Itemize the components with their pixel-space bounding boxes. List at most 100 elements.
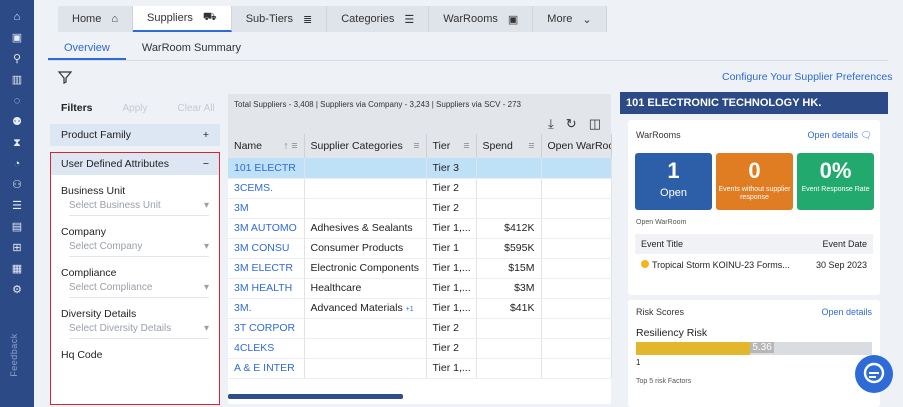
hourglass-icon[interactable]: ⧗ [13, 137, 21, 149]
menu-icon[interactable]: ≡ [413, 140, 420, 152]
table-cell[interactable]: A & E INTER [228, 358, 305, 379]
table-row[interactable]: 3T CORPOR Tier 2 [228, 318, 612, 339]
tab-overview[interactable]: Overview [48, 38, 126, 60]
columns-icon[interactable]: ◫ [588, 116, 601, 131]
table-row[interactable]: A & E INTER Tier 1,... [228, 358, 612, 379]
table-cell: Consumer Products [304, 238, 427, 259]
table-cell[interactable]: 3M HEALTH [228, 278, 305, 299]
risk-open-details-link[interactable]: Open details [821, 307, 872, 317]
buildings-icon[interactable]: ▥ [11, 74, 23, 86]
refresh-icon[interactable]: ↻ [565, 116, 577, 131]
table-cell: Tier 2 [426, 338, 477, 359]
tab-suppliers[interactable]: Suppliers ⛟ [133, 6, 232, 32]
table-cell[interactable]: 3T CORPOR [228, 318, 305, 339]
open-details-link[interactable]: Open details 🗨 [807, 130, 873, 140]
people-icon[interactable]: ⚇ [12, 179, 22, 191]
filters-title: Filters [61, 102, 93, 114]
table-cell[interactable]: 3M [228, 198, 305, 219]
table-cell[interactable]: 3M ELECTR [228, 258, 305, 279]
table-row[interactable]: 3M ELECTR Electronic Components Tier 1,...… [228, 258, 612, 279]
more-tag[interactable]: +1 [405, 306, 414, 313]
horizontal-scrollbar[interactable] [228, 394, 403, 399]
caret-down-icon: ▾ [203, 200, 209, 211]
filter-icon[interactable] [57, 69, 73, 85]
menu-icon[interactable]: ≡ [528, 140, 535, 152]
menu-icon[interactable]: ≡ [463, 140, 470, 152]
tab-sub-tiers[interactable]: Sub-Tiers ≣ [232, 6, 328, 32]
gauge-icon[interactable]: ◔ [13, 158, 21, 170]
apply-button[interactable]: Apply [122, 102, 148, 114]
feedback-tab[interactable]: Feedback [8, 333, 19, 377]
chat-add-icon[interactable]: 🗨 [860, 130, 872, 140]
table-cell[interactable]: 4CLEKS [228, 338, 305, 359]
calendar-icon: ▣ [507, 13, 519, 26]
table-cell[interactable]: 3CEMS. [228, 178, 305, 199]
table-row[interactable]: 3M Tier 2 [228, 198, 612, 219]
configure-preferences-link[interactable]: Configure Your Supplier Preferences [722, 71, 893, 83]
sort-menu-icon[interactable]: ↑ ≡ [283, 140, 298, 152]
field-select[interactable]: Select Diversity Details ▾ [69, 323, 209, 339]
product-family-section[interactable]: Product Family + [50, 124, 220, 146]
table-cell [304, 158, 427, 179]
warroom-tile[interactable]: 0 Events without supplier response [716, 153, 793, 210]
search-people-icon[interactable]: ⚉ [12, 116, 22, 128]
minus-icon[interactable]: − [202, 158, 209, 170]
column-header[interactable]: Open WarRoo [541, 134, 612, 158]
column-header[interactable]: Spend ≡ [476, 134, 542, 158]
tab-categories[interactable]: Categories ☰ [327, 6, 430, 32]
table-cell [541, 278, 612, 299]
tab-warroom-summary[interactable]: WarRoom Summary [141, 42, 242, 54]
resiliency-score: 5.36 [750, 342, 774, 353]
field-label: Hq Code [61, 349, 103, 361]
home-icon[interactable]: ⌂ [13, 11, 21, 23]
tab-warrooms[interactable]: WarRooms ▣ [429, 6, 534, 32]
table-cell[interactable]: 3M. [228, 298, 305, 319]
clipboard-icon[interactable]: ▤ [11, 221, 23, 233]
table-cell: Adhesives & Sealants [304, 218, 427, 239]
tab-label: More [547, 13, 573, 25]
org-icon[interactable]: ⚲ [12, 53, 22, 65]
field-select[interactable]: Select Compliance ▾ [69, 282, 209, 298]
warrooms-title: WarRooms [636, 130, 681, 140]
calendar-icon[interactable]: ▣ [11, 32, 23, 44]
table-cell[interactable]: 3M AUTOMO [228, 218, 305, 239]
table-row[interactable]: 3M AUTOMO Adhesives & Sealants Tier 1,... $… [228, 218, 612, 239]
clear-all-button[interactable]: Clear All [177, 102, 215, 114]
column-header[interactable]: Tier ≡ [426, 134, 477, 158]
field-select[interactable]: Select Business Unit ▾ [69, 200, 209, 216]
supplier-counts: Total Suppliers - 3,408 | Suppliers via … [228, 94, 611, 134]
tab-home[interactable]: Home ⌂ [58, 6, 133, 32]
network-icon[interactable]: ⊞ [12, 242, 22, 254]
person-gear-icon[interactable]: ⚙ [12, 284, 22, 296]
table-cell: $41K [476, 298, 542, 319]
warroom-tile[interactable]: 1 Open [635, 153, 712, 210]
field-select[interactable]: Select Company ▾ [69, 241, 209, 257]
table-cell[interactable]: 101 ELECTR [228, 158, 305, 179]
uda-header[interactable]: User Defined Attributes − [51, 153, 219, 175]
event-name[interactable]: Tropical Storm KOINU-23 Forms... [652, 260, 790, 270]
home-icon: ⌂ [111, 13, 118, 25]
download-icon[interactable]: ⤓ [548, 116, 554, 131]
table-cell: Advanced Materials +1 [304, 298, 427, 319]
chat-button[interactable] [855, 355, 893, 393]
event-row[interactable]: Tropical Storm KOINU-23 Forms... 30 Sep 2… [635, 256, 873, 274]
column-header[interactable]: Name ↑ ≡ [228, 134, 305, 158]
table-row[interactable]: 3M CONSU Consumer Products Tier 1 $595K [228, 238, 612, 259]
table-cell[interactable]: 3M CONSU [228, 238, 305, 259]
table-row[interactable]: 101 ELECTR Tier 3 [228, 158, 612, 179]
grid-icon[interactable]: ▦ [11, 263, 23, 275]
plus-icon[interactable]: + [202, 129, 209, 141]
table-cell: Tier 1,... [426, 298, 477, 319]
table-row[interactable]: 3M. Advanced Materials +1 Tier 1,... $41K [228, 298, 612, 319]
table-cell [476, 158, 542, 179]
tab-more[interactable]: More ⌄ [533, 6, 607, 32]
table-row[interactable]: 4CLEKS Tier 2 [228, 338, 612, 359]
table-row[interactable]: 3CEMS. Tier 2 [228, 178, 612, 199]
warroom-tile[interactable]: 0% Event Response Rate [797, 153, 874, 210]
table-row[interactable]: 3M HEALTH Healthcare Tier 1,... $3M [228, 278, 612, 299]
list-icon[interactable]: ☰ [12, 200, 22, 212]
circle-dash-icon[interactable]: ◌ [13, 95, 21, 107]
table-cell: Tier 1,... [426, 218, 477, 239]
supplier-grid: Total Suppliers - 3,408 | Suppliers via … [228, 94, 612, 404]
column-header[interactable]: Supplier Categories ≡ [304, 134, 427, 158]
